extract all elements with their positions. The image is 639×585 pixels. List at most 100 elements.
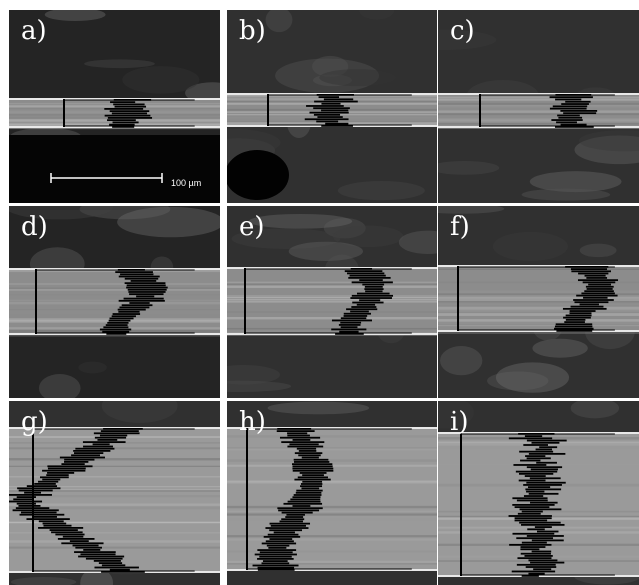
profile-bar (298, 454, 321, 457)
surface-feature (227, 364, 281, 385)
profile-bar (520, 548, 540, 551)
profile-bar (302, 474, 324, 477)
profile-bar (525, 455, 546, 457)
film-texture (227, 535, 437, 538)
film-cross-section (227, 427, 437, 571)
profile-bar (318, 96, 340, 99)
surface-feature (227, 128, 281, 157)
surface-feature (312, 55, 349, 77)
film-texture (438, 98, 639, 101)
sem-panel-b: b) (227, 10, 437, 203)
profile-bar (38, 520, 64, 523)
profile-bar (118, 310, 140, 313)
profile-bar (267, 533, 299, 536)
film-texture (9, 537, 220, 539)
surface-feature (337, 181, 425, 201)
profile-bar (257, 566, 295, 569)
profile-bar (347, 272, 385, 275)
profile-bar (259, 551, 293, 554)
film-texture (438, 97, 639, 99)
profile-bar (555, 94, 592, 96)
film-texture (9, 289, 220, 291)
profile-bar (577, 279, 619, 282)
profile-bar (521, 541, 547, 544)
sem-panel-a: a) 100 µm (9, 10, 220, 203)
film-texture (9, 485, 220, 488)
profile-bar (530, 501, 558, 504)
profile-bar (80, 553, 116, 556)
profile-bar (508, 437, 553, 440)
profile-bar (118, 299, 165, 302)
profile-bar (529, 477, 561, 480)
profile-bar (584, 274, 606, 277)
profile-bar (346, 308, 378, 311)
profile-bar (12, 509, 59, 512)
profile-bar (118, 275, 160, 278)
profile-bar (278, 509, 320, 512)
profile-bar (121, 304, 153, 307)
profile-bar (281, 511, 313, 514)
surface-feature (288, 241, 363, 261)
film-texture (227, 298, 437, 301)
film-cross-section (9, 268, 220, 335)
profile-bar (42, 478, 61, 481)
profile-bar (94, 566, 139, 569)
profile-bar (565, 100, 591, 103)
profile-bar (114, 105, 147, 108)
film-texture (227, 563, 437, 565)
profile-bar (343, 312, 372, 315)
profile-bar (127, 288, 167, 291)
profile-bar (321, 109, 349, 112)
surface-feature (78, 361, 107, 374)
profile-bar (526, 535, 564, 537)
profile-bar (520, 546, 546, 548)
profile-bar (517, 557, 552, 560)
profile-bar (107, 321, 129, 324)
profile-bar (289, 443, 319, 446)
film-texture (438, 319, 639, 322)
profile-bar (586, 277, 608, 279)
scale-bar-label: 100 µm (171, 178, 202, 188)
profile-bar (574, 301, 609, 304)
profile-bar (99, 434, 128, 437)
profile-bar (586, 288, 613, 290)
profile-bar (15, 507, 50, 509)
profile-bar (313, 113, 341, 116)
profile-bar (257, 549, 297, 551)
profile-bar (111, 315, 136, 318)
film-texture (9, 299, 220, 301)
profile-bar (525, 488, 562, 491)
profile-bar (526, 490, 545, 493)
film-texture (438, 309, 639, 312)
profile-bar (126, 284, 166, 287)
film-texture (438, 113, 639, 115)
profile-bar (20, 511, 57, 514)
film-texture (9, 327, 220, 330)
profile-bar (365, 290, 383, 293)
sem-panel-d: d) (9, 206, 220, 398)
profile-bar (323, 98, 354, 101)
profile-bar (292, 469, 334, 472)
profile-bar (287, 500, 321, 503)
profile-bar (292, 467, 334, 470)
profile-bar (46, 474, 69, 476)
film-texture (9, 532, 220, 534)
surface-feature (10, 576, 77, 585)
film-edge (227, 267, 437, 269)
profile-bar (17, 487, 61, 490)
panel-label-h: h) (239, 407, 266, 437)
film-texture (227, 285, 437, 288)
surface-feature (359, 10, 395, 20)
profile-bar (564, 321, 585, 323)
profile-bar (120, 273, 154, 276)
profile-bar (581, 292, 615, 295)
profile-bar (584, 290, 614, 293)
profile-bar (124, 277, 159, 280)
profile-bar (62, 535, 84, 538)
profile-bar (47, 467, 86, 470)
profile-bar (518, 479, 546, 482)
film-texture (438, 301, 639, 305)
film-texture (438, 127, 639, 129)
profile-bar (24, 491, 42, 494)
surface-feature (44, 10, 106, 21)
